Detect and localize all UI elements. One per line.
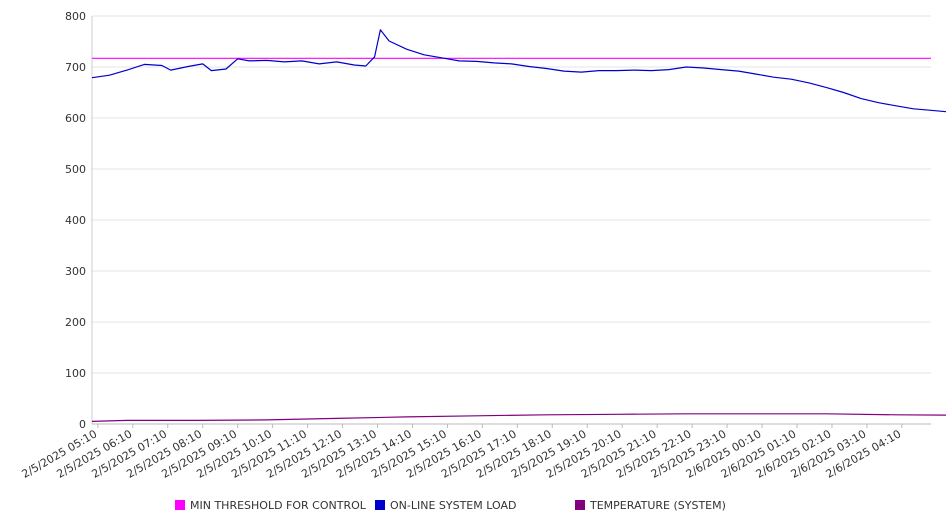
legend-system-load[interactable]: ON-LINE SYSTEM LOAD	[375, 499, 516, 512]
x-tick-labels: 2/5/2025 05:102/5/2025 06:102/5/2025 07:…	[20, 424, 903, 481]
y-tick-labels: 0 100 200 300 400 500 600 700 800	[65, 10, 86, 431]
legend-swatch	[375, 500, 385, 510]
y-tick-label: 600	[65, 112, 86, 125]
system-load-line	[91, 29, 946, 113]
y-tick-label: 500	[65, 163, 86, 176]
legend-temperature[interactable]: TEMPERATURE (SYSTEM)	[575, 499, 726, 512]
y-tick-label: 400	[65, 214, 86, 227]
y-tick-label: 300	[65, 265, 86, 278]
legend-label: MIN THRESHOLD FOR CONTROL	[190, 499, 367, 512]
axes	[91, 16, 931, 425]
y-tick-label: 200	[65, 316, 86, 329]
legend-swatch	[575, 500, 585, 510]
y-tick-label: 0	[79, 418, 86, 431]
grid-lines	[92, 15, 931, 374]
y-tick-label: 800	[65, 10, 86, 23]
legend-label: ON-LINE SYSTEM LOAD	[390, 499, 516, 512]
y-tick-label: 700	[65, 61, 86, 74]
series-lines	[91, 29, 946, 422]
legend: MIN THRESHOLD FOR CONTROL ON-LINE SYSTEM …	[175, 499, 726, 512]
y-tick-label: 100	[65, 367, 86, 380]
legend-threshold[interactable]: MIN THRESHOLD FOR CONTROL	[175, 499, 367, 512]
legend-swatch	[175, 500, 185, 510]
legend-label: TEMPERATURE (SYSTEM)	[589, 499, 726, 512]
temperature-line	[91, 413, 946, 422]
